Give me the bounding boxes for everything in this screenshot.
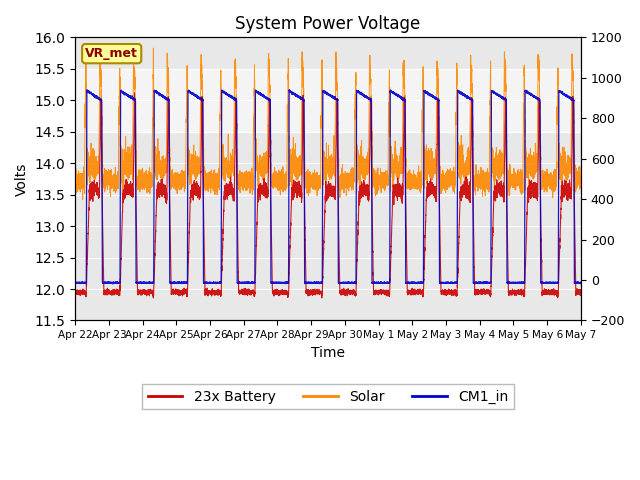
Bar: [75, 69, 581, 132]
Title: System Power Voltage: System Power Voltage: [236, 15, 420, 33]
X-axis label: Time: Time: [311, 346, 345, 360]
Legend: 23x Battery, Solar, CM1_in: 23x Battery, Solar, CM1_in: [142, 384, 514, 409]
Y-axis label: Volts: Volts: [15, 162, 29, 195]
Text: VR_met: VR_met: [85, 47, 138, 60]
